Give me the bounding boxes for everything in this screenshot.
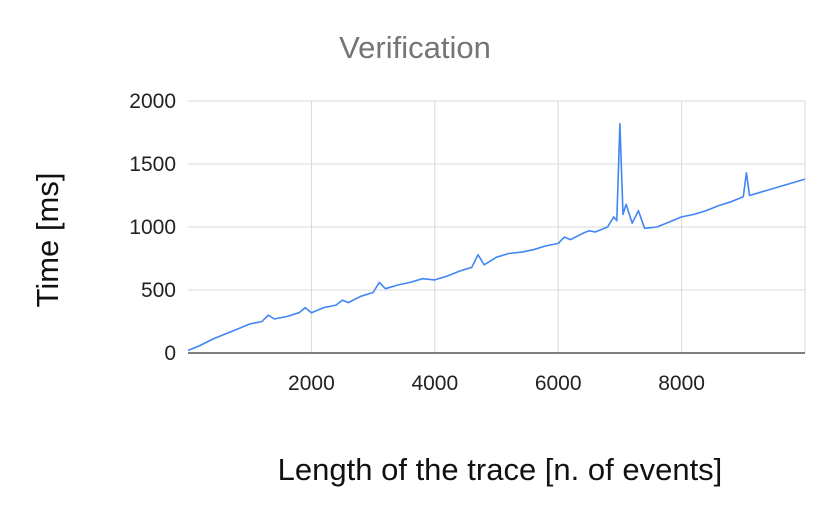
series-group <box>187 122 806 352</box>
x-tick-label: 2000 <box>288 372 335 395</box>
series-line <box>187 122 806 352</box>
y-tick-label: 1500 <box>129 153 176 176</box>
x-tick-label: 4000 <box>411 372 458 395</box>
x-axis-label: Length of the trace [n. of events] <box>278 452 723 487</box>
chart-title: Verification <box>339 30 491 65</box>
y-tick-label: 2000 <box>129 90 176 113</box>
x-tick-label: 8000 <box>658 372 705 395</box>
y-tick-label: 0 <box>164 342 176 365</box>
x-tick-labels: 2000 4000 6000 8000 <box>288 372 705 395</box>
y-tick-label: 1000 <box>129 216 176 239</box>
y-tick-labels: 0 500 1000 1500 2000 <box>129 90 176 365</box>
grid <box>188 100 806 353</box>
x-tick-label: 6000 <box>535 372 582 395</box>
y-tick-label: 500 <box>141 279 176 302</box>
y-axis-label: Time [ms] <box>30 173 65 308</box>
